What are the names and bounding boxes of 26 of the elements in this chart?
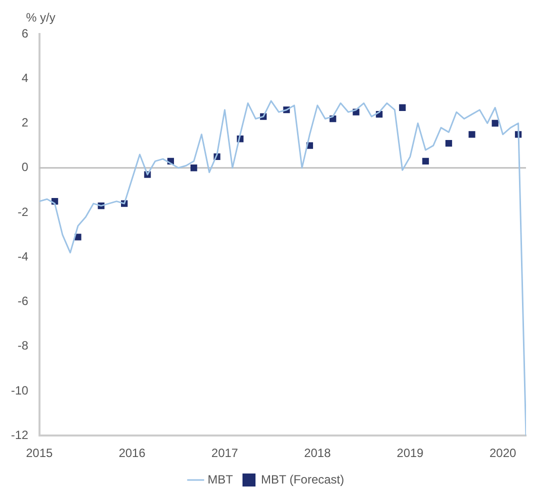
x-tick-label: 2018 — [304, 446, 332, 460]
y-tick-label: 4 — [22, 70, 29, 85]
y-tick-label: -4 — [18, 249, 29, 264]
x-tick-label: 2017 — [211, 446, 238, 460]
y-tick-label: 6 — [22, 26, 29, 40]
y-tick-label: -6 — [18, 294, 29, 308]
point — [445, 140, 452, 147]
x-tick-label: 2020 — [489, 446, 516, 460]
point — [399, 104, 406, 111]
point — [492, 120, 498, 127]
x-tick-label: 2019 — [396, 446, 424, 460]
y-tick-label: -2 — [18, 204, 29, 219]
y-tick-label: -8 — [18, 338, 29, 353]
x-tick-label: 2015 — [26, 446, 54, 460]
legend-label: MBT — [208, 472, 234, 486]
y-tick-label: -12 — [11, 428, 29, 442]
y-tick-label: -10 — [11, 383, 29, 398]
y-axis-title: % y/y — [26, 10, 56, 24]
y-tick-label: 2 — [22, 116, 29, 130]
point — [468, 131, 476, 138]
legend-label: MBT (Forecast) — [260, 472, 344, 486]
x-tick-label: 2016 — [118, 446, 146, 460]
point — [190, 164, 198, 172]
point — [422, 158, 429, 164]
y-tick-label: 0 — [22, 160, 29, 174]
point — [74, 234, 82, 240]
